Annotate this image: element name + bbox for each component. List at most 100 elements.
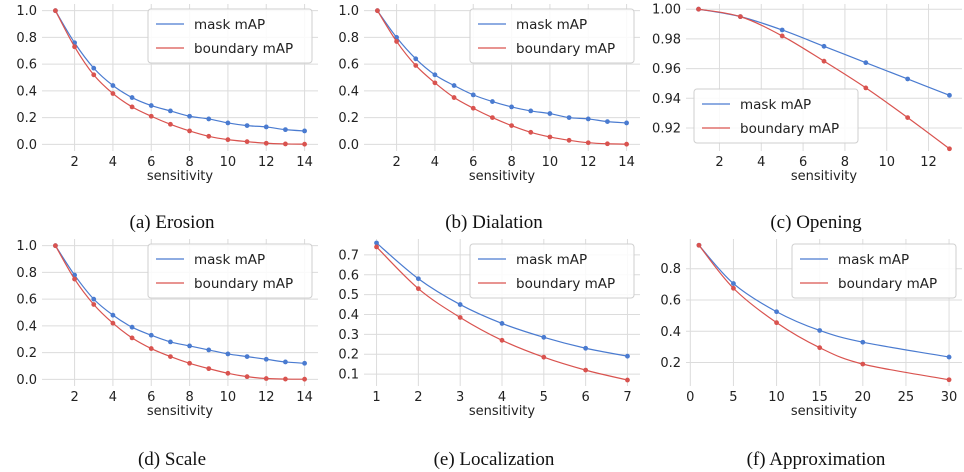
data-point	[283, 127, 288, 133]
data-point	[547, 134, 553, 140]
data-point	[605, 119, 610, 124]
data-point	[947, 146, 952, 152]
legend-box	[791, 243, 957, 299]
data-point	[566, 115, 572, 120]
data-point	[585, 140, 591, 146]
data-point	[863, 85, 869, 91]
y-tick-label: 1.00	[652, 3, 681, 18]
data-point	[946, 354, 952, 360]
legend-label: boundary mAP	[516, 41, 615, 57]
data-point	[72, 44, 77, 50]
legend-box	[693, 88, 859, 144]
data-point	[263, 140, 269, 146]
data-point	[625, 353, 630, 359]
data-point	[499, 321, 505, 326]
data-point	[394, 39, 399, 44]
data-point	[946, 377, 952, 383]
data-point	[244, 139, 250, 145]
panel-caption: (a) Erosion	[130, 212, 215, 233]
data-point	[528, 129, 534, 135]
x-axis-label: sensitivity	[147, 169, 214, 184]
data-point	[148, 113, 154, 119]
legend: mask mAP boundary mAP	[693, 88, 859, 144]
data-point	[168, 339, 173, 345]
data-point	[415, 286, 421, 292]
data-point	[470, 92, 476, 98]
data-point	[585, 116, 591, 122]
data-point	[731, 281, 736, 286]
y-tick-label: 0.6	[16, 58, 37, 73]
data-point	[263, 376, 269, 381]
data-point	[244, 374, 250, 380]
legend-box	[147, 243, 313, 299]
y-tick-label: 0.6	[16, 293, 37, 308]
data-point	[187, 113, 192, 119]
data-point	[817, 328, 823, 333]
data-point	[187, 128, 192, 134]
x-tick-label: 4	[498, 390, 506, 405]
x-tick-label: 4	[757, 155, 765, 170]
x-tick-label: 14	[296, 155, 313, 170]
data-point	[470, 105, 476, 111]
y-tick-label: 0.96	[652, 62, 681, 77]
x-tick-label: 6	[799, 155, 807, 170]
data-point	[302, 360, 307, 366]
series-line	[698, 244, 950, 381]
x-tick-label: 2	[70, 390, 78, 405]
data-point	[432, 80, 438, 86]
x-tick-label: 12	[580, 155, 597, 170]
x-tick-label: 14	[618, 155, 635, 170]
x-axis-label: sensitivity	[791, 169, 858, 184]
data-point	[817, 345, 823, 351]
data-point	[148, 103, 154, 108]
data-point	[625, 377, 630, 383]
data-point	[490, 99, 495, 104]
x-tick-label: 20	[855, 390, 872, 405]
x-tick-label: 5	[540, 390, 548, 405]
data-point	[457, 315, 463, 320]
y-tick-label: 0.4	[338, 308, 359, 323]
x-tick-label: 8	[185, 390, 193, 405]
legend-label: mask mAP	[838, 252, 909, 268]
legend-label: mask mAP	[194, 17, 265, 33]
x-tick-label: 4	[109, 155, 117, 170]
x-tick-label: 1	[372, 390, 380, 405]
data-point	[509, 123, 514, 129]
data-point	[947, 92, 952, 98]
y-tick-label: 0.3	[338, 328, 359, 343]
data-point	[168, 121, 173, 127]
y-tick-label: 0.2	[16, 111, 37, 126]
x-tick-label: 6	[469, 155, 477, 170]
data-point	[206, 116, 212, 122]
data-point	[624, 141, 629, 147]
x-tick-label: 15	[811, 390, 828, 405]
data-point	[225, 370, 231, 376]
data-point	[148, 346, 154, 351]
data-point	[860, 339, 866, 345]
x-tick-label: 6	[147, 155, 155, 170]
data-point	[168, 354, 173, 359]
data-point	[91, 296, 97, 302]
data-point	[225, 351, 231, 357]
data-point	[905, 115, 911, 120]
x-tick-label: 2	[414, 390, 422, 405]
x-tick-label: 14	[296, 390, 313, 405]
data-point	[263, 356, 269, 362]
data-point	[110, 83, 116, 88]
data-point	[53, 243, 58, 249]
data-point	[696, 6, 701, 12]
panel-caption: (d) Scale	[138, 449, 206, 470]
x-tick-label: 5	[729, 390, 737, 405]
chart-panel: 2 4 6 8 10 12 14 0.0 0.2 0.4 0.6 0.8 1.0 sensitivity m…	[16, 239, 318, 470]
panel-caption: (f) Approximation	[747, 449, 886, 470]
x-axis-label: sensitivity	[791, 404, 858, 419]
legend-label: boundary mAP	[194, 41, 293, 57]
data-point	[187, 360, 192, 366]
data-point	[206, 347, 212, 353]
y-tick-label: 0.5	[338, 288, 359, 303]
legend-label: mask mAP	[740, 97, 811, 113]
y-tick-label: 0.1	[338, 368, 359, 383]
panel-caption: (e) Localization	[434, 449, 555, 470]
legend: mask mAP boundary mAP	[469, 8, 635, 64]
data-point	[129, 324, 135, 330]
